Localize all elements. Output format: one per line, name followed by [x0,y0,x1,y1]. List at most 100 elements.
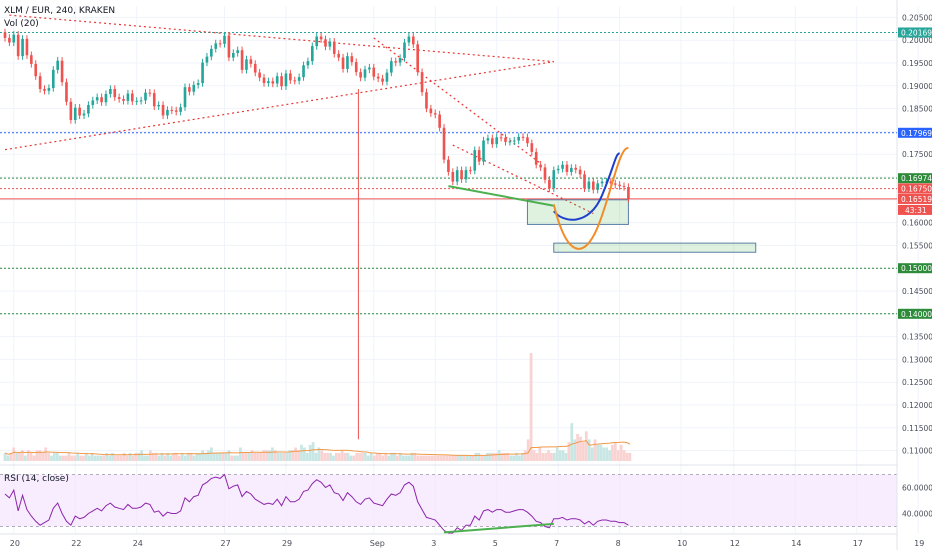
candle-body [517,136,520,141]
time-tick-label: 5 [493,539,498,548]
volume-bar [410,452,414,461]
volume-bar [73,455,77,461]
candle-body [561,164,564,169]
volume-bar [506,452,510,461]
candle-body [385,72,389,82]
time-tick-label: Sep [370,539,385,548]
volume-bar [459,455,463,461]
volume-bar [468,455,472,461]
candle-body [65,82,68,102]
volume-bar [550,452,553,461]
candle-body [16,34,20,57]
candle-body [398,57,402,63]
volume-bar [90,452,94,461]
volume-bar [303,447,306,461]
candle-body [570,167,573,172]
candle-body [262,77,266,84]
volume-bar [602,447,606,461]
candle-body [47,88,51,91]
volume-bar [96,455,100,461]
price-line-label: 0.201694 [901,28,932,37]
candle-body [539,164,542,168]
candle-body [8,37,11,43]
price-line-label: 0.179694 [901,129,932,138]
candle-body [12,34,16,43]
volume-bar [611,444,614,461]
volume-bar [375,452,379,461]
volume-bar [614,442,617,461]
candle-body [328,41,332,47]
volume-bar [99,455,103,461]
price-line-label-bg [898,193,932,204]
candle-body [126,93,130,101]
candle-body [196,83,200,85]
volume-bar [587,439,591,461]
candle-body [249,59,253,64]
volume-bar [134,452,138,461]
volume-bar [85,452,88,461]
volume-bar [544,452,547,461]
candle-body [411,36,415,45]
volume-bar [47,452,50,461]
volume-bar [38,450,42,461]
rsi-tick-label: 40.0000 [902,510,932,519]
price-line-label: 0.169741 [901,174,932,183]
candle-body [530,143,534,152]
volume-bar [520,452,524,461]
volume-bar [279,452,283,461]
candle-body [469,170,472,172]
volume-bar [523,450,527,461]
volume-bar [148,450,152,461]
volume-bar [454,455,457,461]
volume-bar [430,455,434,461]
volume-bar [413,452,417,461]
candle-body [609,181,613,184]
candle-body [223,35,226,44]
volume-bar [67,452,71,461]
volume-bar [87,455,91,461]
trend-line [9,14,554,63]
volume-bar [41,452,45,461]
volume-bar [175,452,178,461]
volume-ma-line [4,440,631,457]
candle-body [218,43,222,45]
candle-body [236,50,239,53]
candle-body [477,150,481,162]
volume-bar [305,452,309,461]
volume-bar [451,455,454,461]
volume-bar [55,452,59,461]
volume-bar [58,455,62,461]
volume-bar [404,455,408,461]
candle-body [508,141,512,143]
volume-bar [332,455,335,461]
volume-bar [364,452,367,461]
volume-bar [352,455,356,461]
volume-bar [555,447,559,461]
volume-bar [82,455,85,461]
countdown-label: 43:31 [905,206,927,215]
volume-bar [166,452,170,461]
candle-body [148,92,152,94]
volume-bar [576,434,579,461]
volume-bar [271,447,274,461]
candle-body [460,170,463,180]
candle-body [117,97,121,100]
volume-bar [512,455,515,461]
candle-body [512,140,516,142]
volume-bar [369,452,373,461]
volume-bar [398,452,402,461]
candle-body [3,32,7,38]
volume-bar [236,455,239,461]
candle-body [73,107,77,120]
volume-bar [401,455,405,461]
volume-bar [297,450,300,461]
volume-bar [192,455,196,461]
candle-body [622,186,626,188]
volume-bar [195,452,199,461]
candle-body [188,87,191,92]
